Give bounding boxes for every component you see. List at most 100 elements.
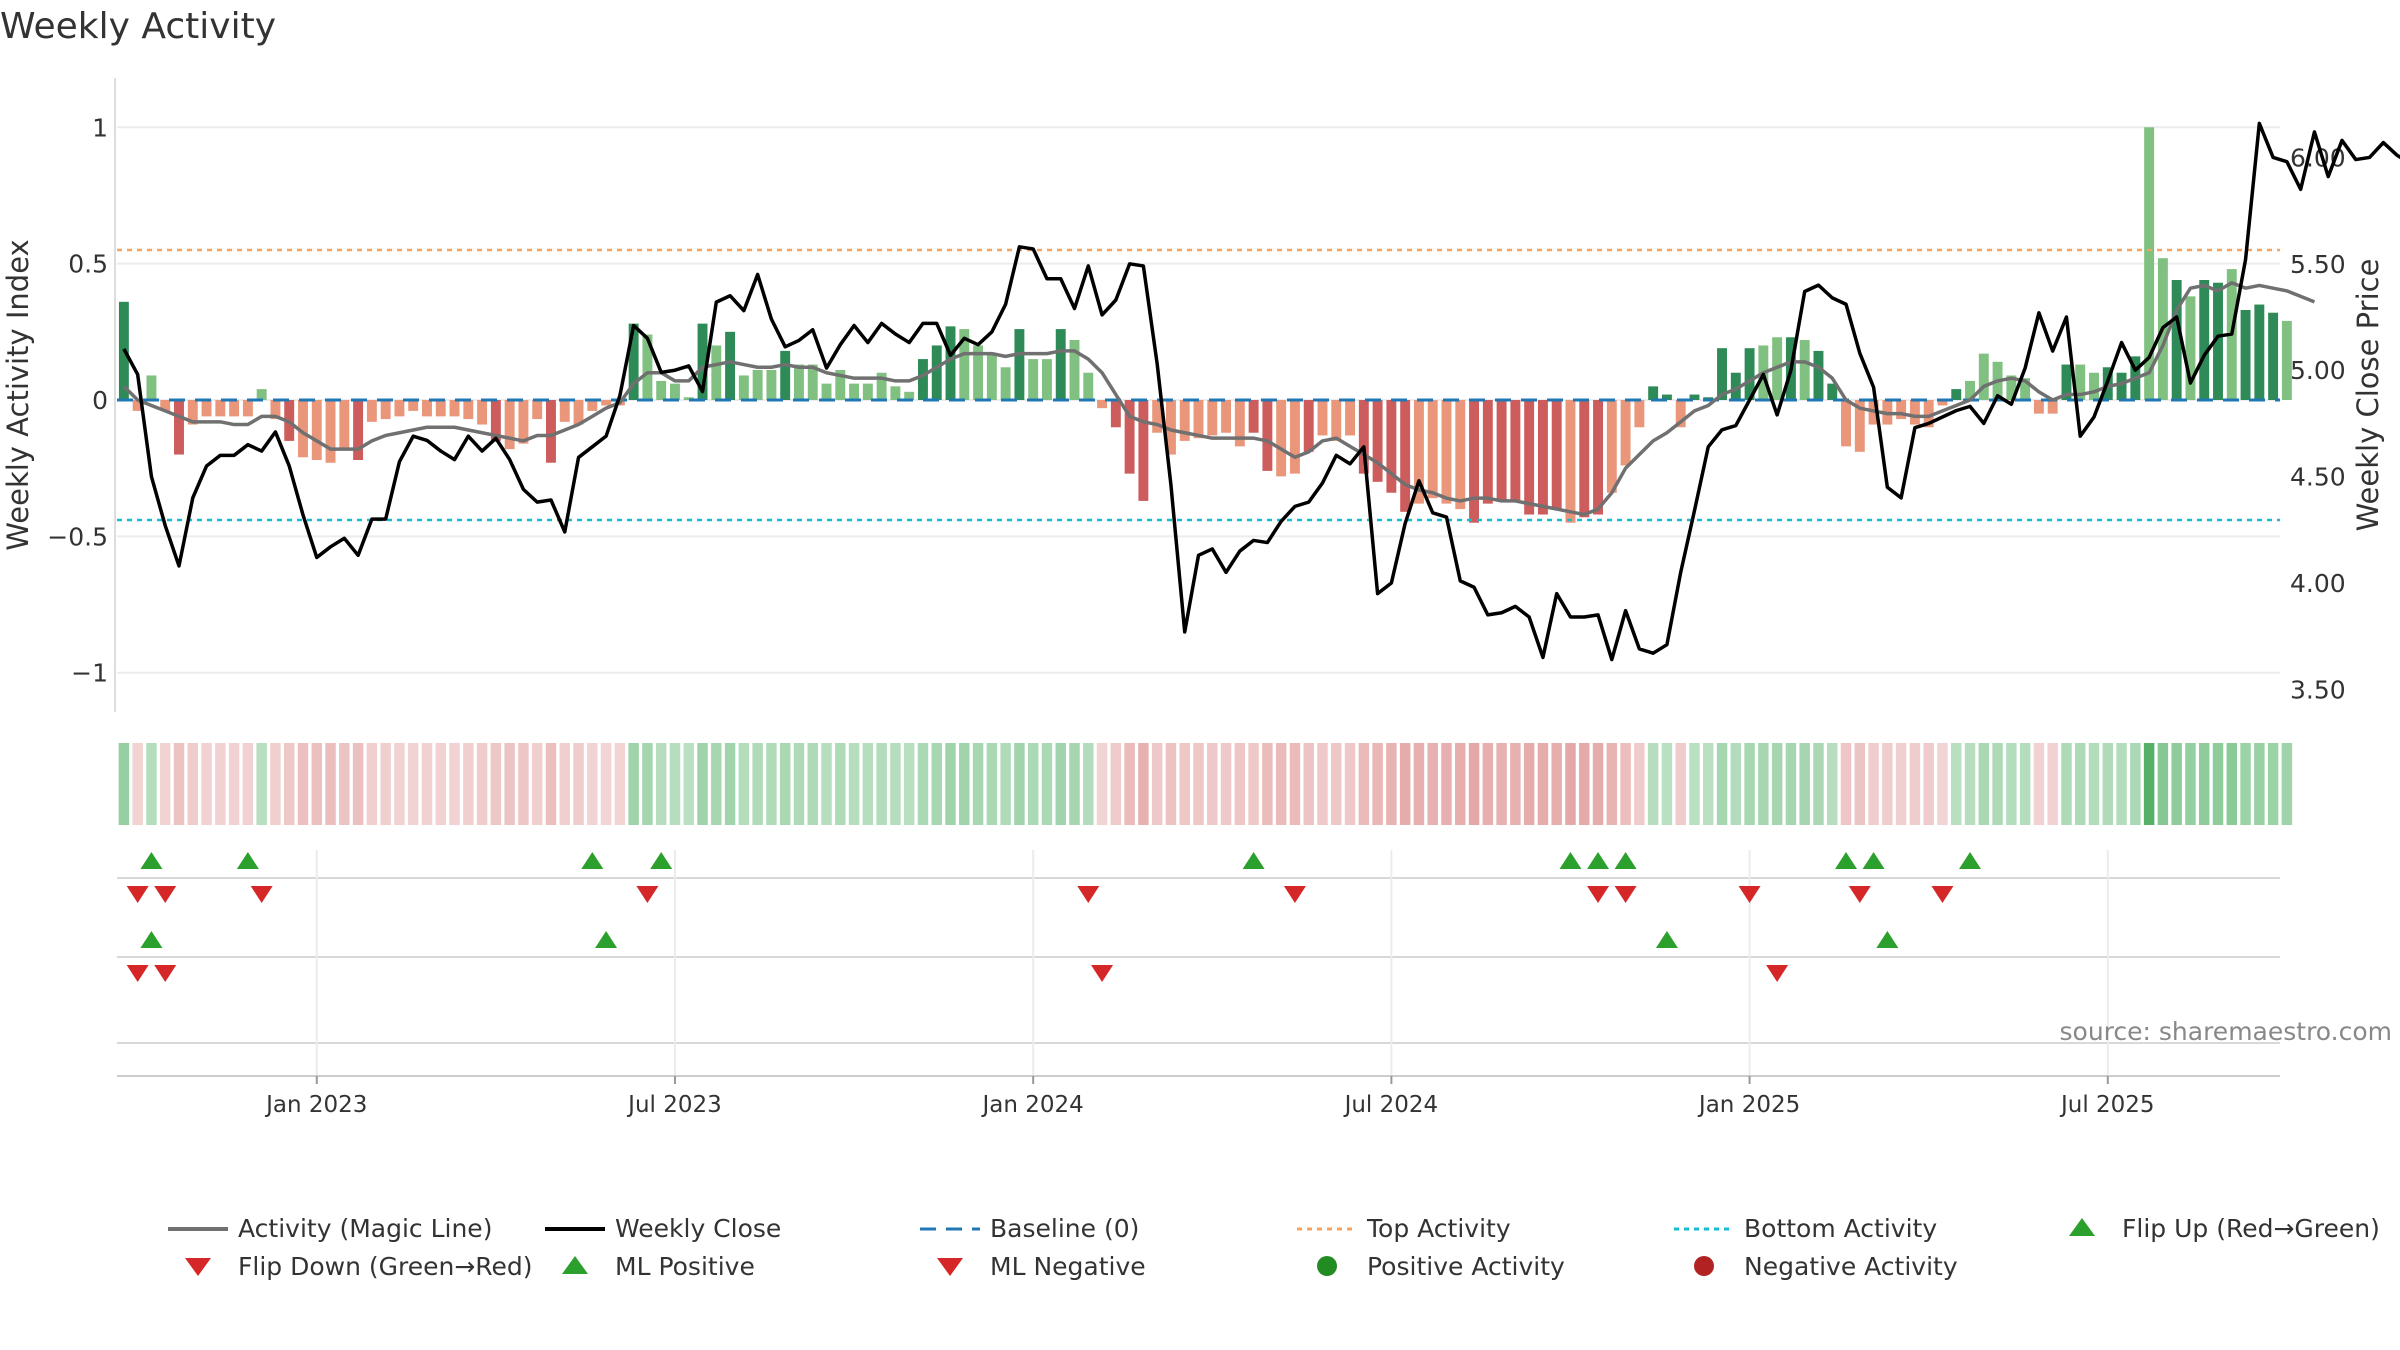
activity-bar — [1041, 359, 1052, 400]
heatmap-cell — [917, 743, 929, 825]
heatmap-cell — [1523, 743, 1535, 825]
activity-bar — [931, 345, 942, 400]
heatmap-cell — [2143, 743, 2155, 825]
heatmap-cell — [1331, 743, 1342, 825]
activity-bar — [835, 370, 846, 400]
activity-bar — [1469, 400, 1480, 523]
activity-bar — [1951, 389, 1962, 400]
heatmap-cell — [587, 743, 598, 825]
legend-tri-up-green-icon — [2069, 1218, 2095, 1236]
activity-bar — [325, 400, 336, 463]
activity-bar — [532, 400, 543, 420]
activity-bar — [2033, 400, 2044, 414]
heatmap-cell — [752, 743, 763, 825]
activity-bar — [422, 400, 432, 417]
activity-bar — [1896, 400, 1907, 420]
activity-bar — [1262, 400, 1273, 471]
activity-bar — [683, 397, 694, 400]
activity-bar — [904, 391, 915, 400]
heatmap-cell — [1413, 743, 1425, 825]
heatmap-cell — [724, 743, 736, 825]
activity-bar — [546, 400, 556, 463]
activity-bar — [697, 323, 708, 400]
heatmap-cell — [270, 743, 281, 825]
activity-bar — [573, 400, 584, 425]
activity-bar — [1730, 372, 1741, 400]
heatmap-cell — [2116, 743, 2127, 825]
activity-bar — [945, 326, 956, 400]
activity-bar — [959, 329, 970, 400]
heatmap-cell — [1716, 743, 1728, 825]
heatmap-cell — [1496, 743, 1507, 825]
flip-up-marker — [1614, 852, 1637, 869]
heatmap-cell — [173, 743, 185, 825]
heatmap-cell — [1537, 743, 1549, 825]
heatmap-cell — [504, 743, 515, 825]
y-right-tick-label: 5.00 — [2290, 356, 2346, 385]
activity-bar — [1276, 400, 1287, 477]
activity-bar — [1551, 400, 1562, 510]
activity-bar — [559, 400, 570, 422]
activity-bar — [449, 400, 460, 417]
legend-label: Flip Down (Green→Red) — [238, 1252, 533, 1281]
y-left-tick-label: 1 — [92, 113, 108, 142]
activity-bar — [1386, 400, 1397, 493]
activity-bar — [1165, 400, 1176, 455]
activity-bar — [1634, 400, 1645, 428]
activity-bar — [2171, 280, 2182, 400]
activity-bar — [1744, 348, 1755, 400]
activity-bar — [1689, 394, 1700, 400]
flip-down-marker — [126, 886, 149, 903]
legend-label: Negative Activity — [1744, 1252, 1958, 1281]
heatmap-cell — [215, 743, 226, 825]
activity-bar — [1565, 400, 1576, 523]
activity-bar — [229, 400, 240, 417]
heatmap-cell — [435, 743, 446, 825]
activity-bar — [2006, 375, 2017, 400]
activity-bar — [1069, 340, 1080, 400]
heatmap-cell — [821, 743, 832, 825]
heatmap-cell — [642, 743, 653, 825]
legend-label: Baseline (0) — [990, 1214, 1140, 1243]
legend-label: ML Negative — [990, 1252, 1146, 1281]
activity-bar — [1537, 400, 1548, 515]
activity-bar — [394, 400, 405, 417]
x-tick-label: Jul 2023 — [626, 1092, 722, 1118]
heatmap-cell — [1661, 743, 1673, 825]
heatmap-cell — [1399, 743, 1411, 825]
activity-bar — [1303, 400, 1314, 452]
activity-bar — [1138, 400, 1149, 501]
heatmap-cell — [1344, 743, 1356, 825]
activity-bar — [2254, 304, 2265, 400]
heatmap-cell — [1647, 743, 1659, 825]
activity-bar — [463, 400, 474, 420]
activity-bar — [807, 364, 818, 400]
flip-down-marker — [1931, 886, 1954, 903]
heatmap-cell — [1262, 743, 1273, 825]
activity-bar — [670, 383, 680, 400]
flip-up-marker — [236, 852, 259, 869]
activity-bar — [1179, 400, 1190, 441]
heatmap-cell — [1455, 743, 1466, 825]
heatmap-cell — [2047, 743, 2058, 825]
activity-bar — [311, 400, 322, 460]
heatmap-cell — [711, 743, 722, 825]
activity-bar — [1965, 380, 1975, 400]
activity-bar — [1455, 400, 1466, 510]
heatmap-cell — [2226, 743, 2238, 825]
flip-down-marker — [250, 886, 273, 903]
heatmap-cell — [1909, 743, 1921, 825]
source-credit: source: sharemaestro.com — [2059, 1017, 2393, 1046]
heatmap-cell — [283, 743, 295, 825]
ml-negative-marker — [1766, 965, 1789, 982]
activity-bar — [1427, 400, 1438, 499]
activity-bar — [1937, 400, 1948, 406]
activity-bar — [656, 380, 667, 400]
heatmap-cell — [614, 743, 626, 825]
activity-bar — [2281, 320, 2292, 400]
y-right-tick-label: 4.50 — [2290, 463, 2346, 492]
activity-bar — [2020, 378, 2031, 400]
activity-bar — [890, 386, 901, 400]
weekly-close-line — [122, 121, 2400, 662]
activity-bar — [752, 370, 763, 400]
